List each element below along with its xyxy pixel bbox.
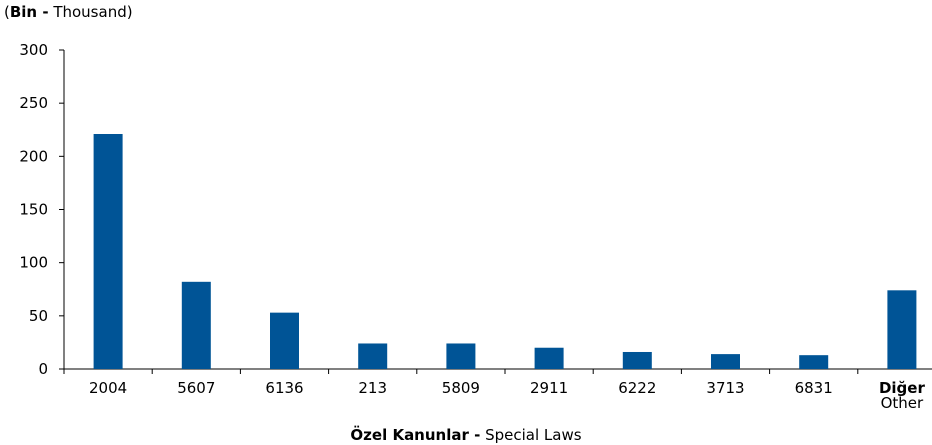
unit-label-open-paren: (: [4, 3, 10, 21]
x-axis-title-rest: Special Laws: [480, 426, 582, 444]
bar-2911: [534, 347, 564, 369]
y-tick-label: 200: [19, 147, 48, 165]
x-axis-title-bold: Özel Kanunlar -: [350, 426, 481, 444]
y-tick-label: 50: [29, 307, 48, 325]
y-tick-label: 150: [19, 201, 48, 219]
x-tick-label: 3713: [706, 379, 744, 397]
x-tick-label: 213: [358, 379, 387, 397]
y-tick-label: 300: [19, 41, 48, 59]
y-tick-label: 250: [19, 94, 48, 112]
x-tick-label: 6222: [618, 379, 656, 397]
bar-5809: [446, 343, 476, 369]
unit-label-rest: Thousand): [48, 3, 133, 21]
bar-2004: [93, 134, 123, 369]
x-tick-label: 2004: [89, 379, 127, 397]
y-axis-unit-label: (Bin - Thousand): [4, 3, 133, 21]
bar-6831: [799, 355, 829, 369]
bar-213: [358, 343, 388, 369]
y-tick-label: 0: [38, 360, 48, 378]
bar-5607: [181, 281, 211, 369]
x-tick-label: 5607: [177, 379, 215, 397]
x-axis-title: Özel Kanunlar - Special Laws: [0, 426, 932, 444]
x-tick-label: 2911: [530, 379, 568, 397]
x-tick-label: 6831: [795, 379, 833, 397]
bar-diğer: [887, 290, 917, 369]
unit-label-bold: Bin -: [9, 3, 49, 21]
x-tick-label: 5809: [442, 379, 480, 397]
bar-6136: [270, 312, 299, 369]
bar-3713: [711, 354, 740, 369]
x-tick-label: Diğer: [879, 379, 926, 397]
x-tick-label: 6136: [265, 379, 303, 397]
bar-6222: [622, 351, 652, 369]
y-tick-label: 100: [19, 254, 48, 272]
x-tick-label-secondary: Other: [881, 394, 924, 412]
